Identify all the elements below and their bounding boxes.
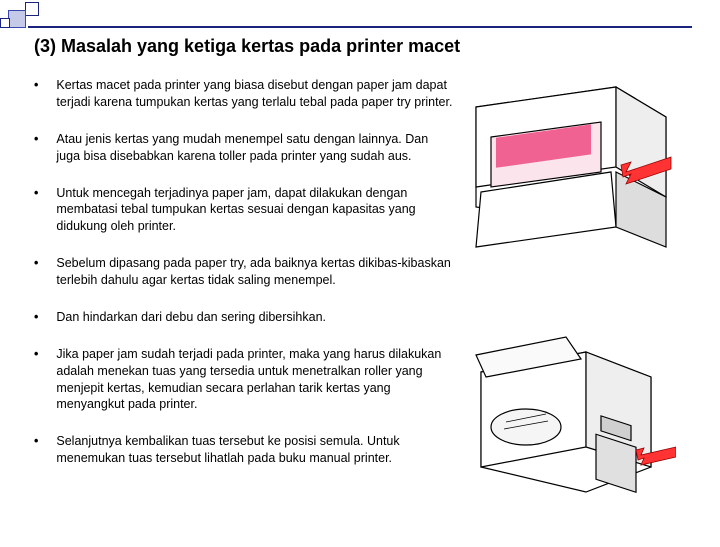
printer-side-illustration xyxy=(466,317,676,517)
decor-square xyxy=(0,18,10,28)
bullet-marker: • xyxy=(34,77,38,111)
bullet-text: Kertas macet pada printer yang biasa dis… xyxy=(56,77,454,111)
bullet-text: Untuk mencegah terjadinya paper jam, dap… xyxy=(56,185,454,236)
bullet-marker: • xyxy=(34,185,38,236)
bullet-text: Jika paper jam sudah terjadi pada printe… xyxy=(56,346,454,414)
bullet-text: Sebelum dipasang pada paper try, ada bai… xyxy=(56,255,454,289)
body-row: • Kertas macet pada printer yang biasa di… xyxy=(34,77,694,547)
bullet-marker: • xyxy=(34,309,38,326)
bullet-text: Atau jenis kertas yang mudah menempel sa… xyxy=(56,131,454,165)
list-item: • Dan hindarkan dari debu dan sering dibe… xyxy=(34,309,454,326)
bullet-marker: • xyxy=(34,131,38,165)
illustrations-column xyxy=(466,77,676,547)
bullet-text: Selanjutnya kembalikan tuas tersebut ke … xyxy=(56,433,454,467)
list-item: • Sebelum dipasang pada paper try, ada ba… xyxy=(34,255,454,289)
printer-open-illustration xyxy=(466,77,676,277)
list-item: • Atau jenis kertas yang mudah menempel s… xyxy=(34,131,454,165)
slide-title: (3) Masalah yang ketiga kertas pada prin… xyxy=(34,36,694,57)
decor-square xyxy=(25,2,39,16)
slide-content: (3) Masalah yang ketiga kertas pada prin… xyxy=(34,36,694,547)
list-item: • Untuk mencegah terjadinya paper jam, da… xyxy=(34,185,454,236)
bullet-marker: • xyxy=(34,433,38,467)
bullet-text: Dan hindarkan dari debu dan sering diber… xyxy=(56,309,326,326)
bullet-marker: • xyxy=(34,346,38,414)
header-rule xyxy=(28,26,692,28)
list-item: • Selanjutnya kembalikan tuas tersebut ke… xyxy=(34,433,454,467)
list-item: • Kertas macet pada printer yang biasa di… xyxy=(34,77,454,111)
list-item: • Jika paper jam sudah terjadi pada print… xyxy=(34,346,454,414)
bullets-list: • Kertas macet pada printer yang biasa di… xyxy=(34,77,454,547)
bullet-marker: • xyxy=(34,255,38,289)
decor-square xyxy=(8,10,26,28)
